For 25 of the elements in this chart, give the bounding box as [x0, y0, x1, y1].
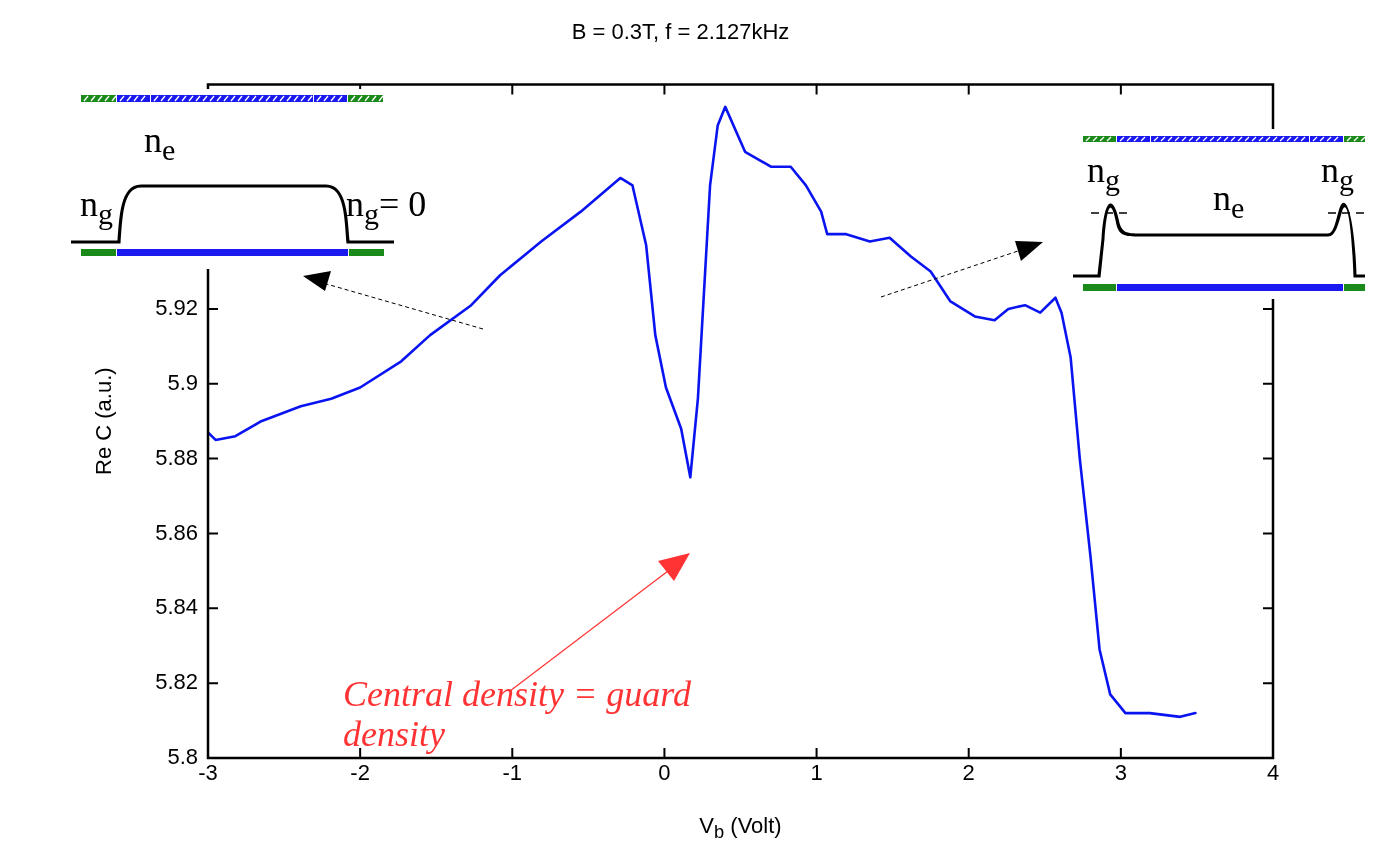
- text: n$_{g}$: [1321, 150, 1354, 199]
- x-tick-label: 3: [1114, 760, 1127, 786]
- annotation: n$_{e}$: [1213, 178, 1245, 227]
- y-tick-label: 5.82: [155, 669, 198, 695]
- annotation: n$_{g}$: [1087, 150, 1120, 199]
- y-tick-label: 5.86: [155, 519, 198, 545]
- y-tick-label: 5.88: [155, 444, 198, 470]
- x-tick-label: -2: [350, 760, 370, 786]
- x-tick-label: -3: [198, 760, 218, 786]
- x-tick-label: 4: [1266, 760, 1280, 786]
- y-tick-label: 5.92: [155, 295, 198, 320]
- x-tick-label: 1: [810, 760, 823, 786]
- y-tick-label: 5.9: [167, 369, 198, 395]
- x-tick-label: 2: [962, 760, 975, 786]
- x-axis-title: V$_{b}$ (Volt): [698, 813, 783, 844]
- y-tick-label: 5.84: [155, 594, 198, 620]
- chart-title: B = 0.3T, f = 2.127kHz: [571, 19, 790, 45]
- x-tick-label: -1: [502, 760, 523, 786]
- text: n$_{e}$: [144, 120, 176, 169]
- y-axis-title: Re C (a.u.): [91, 367, 117, 475]
- text: n$_{g}$: [80, 184, 113, 233]
- annotation: n$_{g}$= 0: [346, 184, 427, 233]
- y-tick-label: 5.8: [167, 744, 198, 770]
- annotation: Central density = guard density: [343, 674, 692, 754]
- x-tick-label: 0: [658, 760, 671, 786]
